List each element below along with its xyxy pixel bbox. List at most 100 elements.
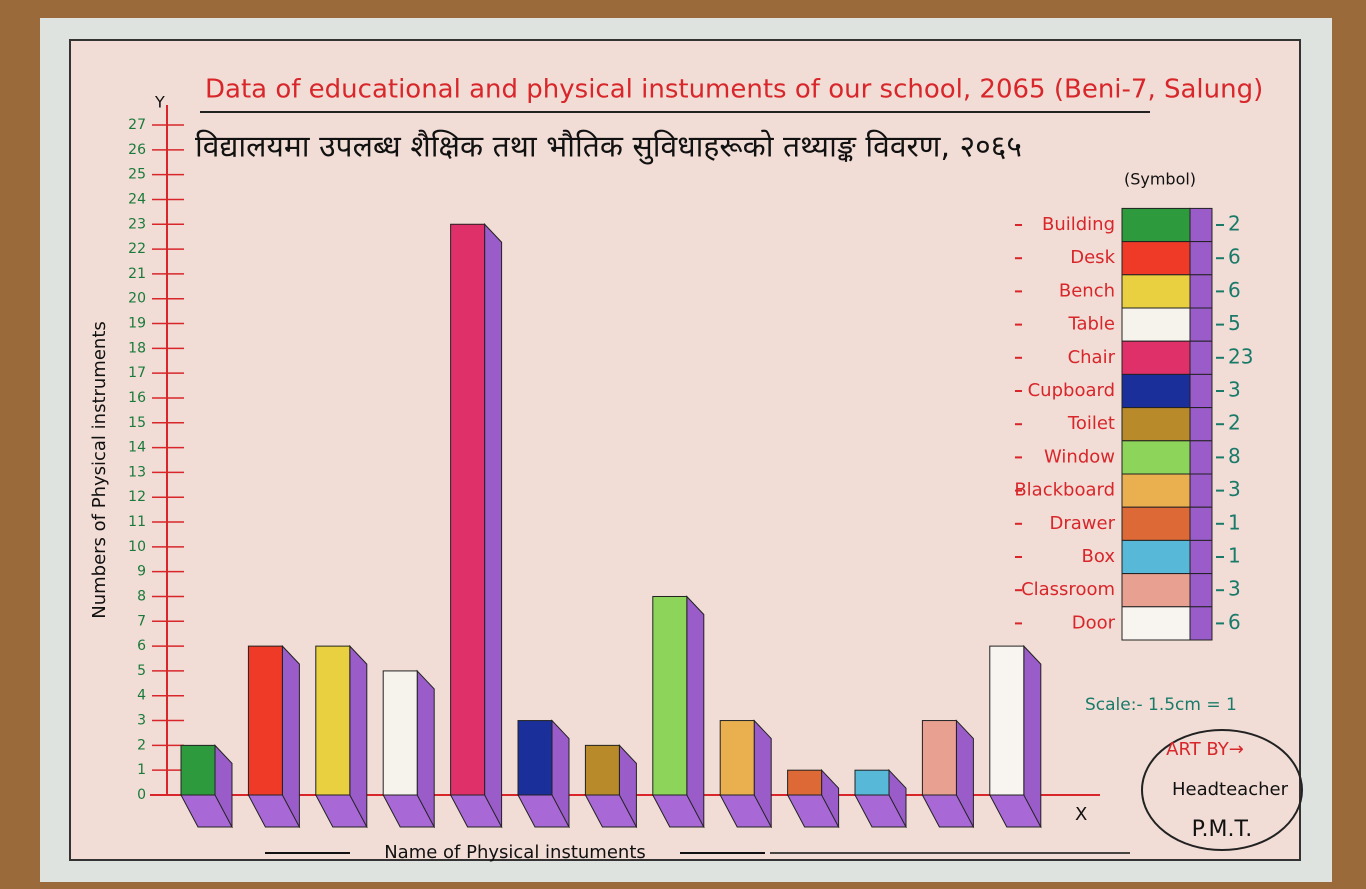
legend-label: Classroom — [1021, 579, 1115, 600]
legend-label: Box — [1082, 546, 1116, 567]
legend-label: Table — [1067, 314, 1115, 335]
y-tick-label: 5 — [137, 663, 146, 679]
y-tick-label: 9 — [137, 564, 146, 580]
legend-swatch — [1121, 307, 1191, 342]
y-tick-label: 16 — [128, 390, 146, 406]
y-tick-label: 23 — [128, 216, 146, 232]
legend-swatch — [1121, 606, 1191, 641]
bar — [787, 769, 823, 796]
legend-label: Cupboard — [1028, 380, 1115, 401]
legend-swatch-side — [1189, 407, 1213, 442]
legend-value: 8 — [1228, 444, 1241, 468]
legend-value: 6 — [1228, 610, 1241, 634]
legend-value: 3 — [1228, 577, 1241, 601]
legend-swatch — [1121, 340, 1191, 375]
legend-label: Desk — [1070, 247, 1115, 268]
legend-label: Drawer — [1050, 513, 1116, 534]
legend-label: Toilet — [1067, 413, 1115, 434]
legend-label: Bench — [1059, 280, 1115, 301]
y-tick-label: 4 — [137, 688, 146, 704]
scale-note: Scale:- 1.5cm = 1 — [1085, 695, 1237, 715]
y-tick-label: 24 — [128, 191, 146, 207]
legend-swatch-side — [1189, 539, 1213, 575]
legend-label: Chair — [1068, 347, 1116, 368]
bar — [180, 744, 216, 796]
bar-side — [686, 595, 705, 829]
y-tick-label: 27 — [128, 117, 146, 133]
y-axis-letter: Y — [154, 93, 165, 112]
y-tick-label: 7 — [137, 613, 146, 629]
legend-swatch — [1121, 539, 1191, 575]
chart-subtitle: विद्यालयमा उपलब्ध शैक्षिक तथा भौतिक सुवि… — [195, 130, 1022, 166]
y-tick-label: 18 — [128, 340, 146, 356]
bar — [584, 744, 620, 796]
legend-swatch — [1121, 207, 1191, 243]
legend-value: 1 — [1228, 544, 1241, 568]
legend-swatch-side — [1189, 274, 1213, 309]
credit-line: Headteacher — [1172, 779, 1289, 800]
legend-value: 23 — [1228, 344, 1253, 368]
bar — [719, 720, 755, 796]
legend-swatch-side — [1189, 506, 1213, 541]
legend-swatch-side — [1189, 440, 1213, 475]
legend-swatch — [1121, 440, 1191, 475]
y-tick-label: 20 — [128, 291, 146, 307]
credit-line: ART BY→ — [1166, 739, 1244, 760]
y-tick-label: 25 — [128, 167, 146, 183]
legend-swatch — [1121, 473, 1191, 508]
y-tick-label: 0 — [137, 787, 146, 803]
legend-value: 5 — [1228, 311, 1241, 335]
chart-title: Data of educational and physical instume… — [205, 75, 1263, 105]
legend-swatch-side — [1189, 207, 1213, 243]
bar-side — [484, 223, 503, 829]
legend-swatch-side — [1189, 241, 1213, 276]
legend-title: (Symbol) — [1124, 170, 1196, 189]
bar — [652, 595, 688, 796]
y-tick-label: 26 — [128, 142, 146, 158]
bar — [989, 645, 1025, 796]
y-tick-label: 8 — [137, 588, 146, 604]
bar — [315, 645, 351, 796]
y-tick-label: 6 — [137, 638, 146, 654]
legend-value: 3 — [1228, 378, 1241, 402]
y-tick-label: 17 — [128, 365, 146, 381]
y-axis-label: Numbers of Physical instruments — [89, 321, 110, 619]
y-tick-label: 22 — [128, 241, 146, 257]
y-tick-label: 3 — [137, 713, 146, 729]
bar — [854, 769, 890, 796]
bar — [517, 720, 553, 796]
y-tick-label: 13 — [128, 464, 146, 480]
legend-value: 3 — [1228, 477, 1241, 501]
legend-swatch — [1121, 274, 1191, 309]
legend-swatch-side — [1189, 373, 1213, 409]
bar — [450, 223, 486, 796]
y-tick-label: 14 — [128, 440, 146, 456]
legend-label: Door — [1072, 612, 1116, 633]
credit-cloud — [1141, 729, 1303, 851]
y-tick-label: 2 — [137, 737, 146, 753]
x-axis-label: Name of Physical instuments — [384, 842, 646, 863]
legend-swatch-side — [1189, 307, 1213, 342]
y-tick-label: 11 — [128, 514, 146, 530]
legend-swatch-side — [1189, 606, 1213, 641]
legend-value: 1 — [1228, 510, 1241, 534]
bar — [921, 720, 957, 796]
legend-swatch — [1121, 573, 1191, 608]
legend-swatch-side — [1189, 340, 1213, 375]
legend-swatch — [1121, 373, 1191, 409]
legend-swatch-side — [1189, 473, 1213, 508]
y-tick-label: 12 — [128, 489, 146, 505]
legend-value: 6 — [1228, 278, 1241, 302]
legend-value: 2 — [1228, 212, 1241, 236]
legend-label: Building — [1042, 214, 1115, 235]
legend-label: Blackboard — [1014, 480, 1115, 501]
y-tick-label: 21 — [128, 266, 146, 282]
legend-swatch — [1121, 506, 1191, 541]
bar — [247, 645, 283, 796]
y-tick-label: 19 — [128, 316, 146, 332]
legend-value: 6 — [1228, 245, 1241, 269]
credit-line: P.M.T. — [1192, 817, 1253, 842]
x-axis-letter: X — [1075, 804, 1087, 825]
bar — [382, 670, 418, 796]
